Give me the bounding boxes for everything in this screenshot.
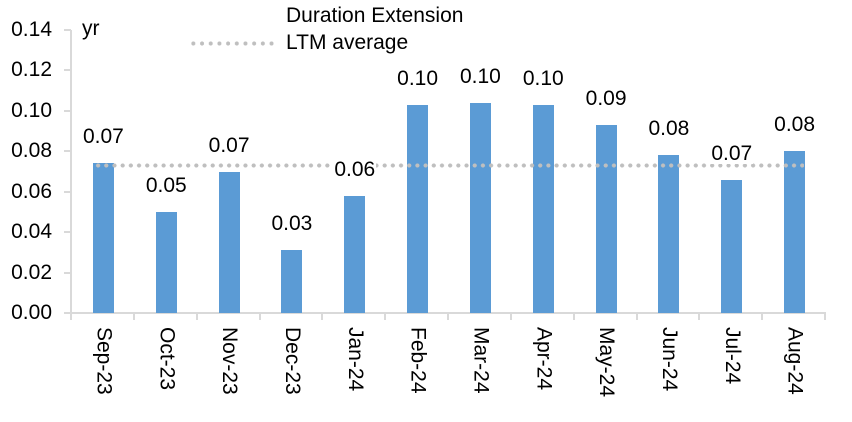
data-label-feb-24: 0.10 <box>386 66 450 90</box>
data-label-jun-24: 0.08 <box>637 118 701 140</box>
data-label-jul-24: 0.07 <box>700 141 764 165</box>
data-label-text: 0.03 <box>270 212 314 236</box>
x-tick <box>195 313 198 320</box>
y-tick-label: 0.06 <box>11 179 52 203</box>
y-tick <box>64 29 71 31</box>
x-tick-label-nov-23: Nov-23 <box>218 327 242 395</box>
data-label-text: 0.10 <box>521 66 565 90</box>
bar-jul-24 <box>721 179 743 313</box>
data-label-text: 0.08 <box>773 113 817 137</box>
data-label-aug-24: 0.08 <box>763 114 827 136</box>
data-label-text: 0.07 <box>710 141 754 165</box>
data-label-sep-23: 0.07 <box>71 126 135 148</box>
y-tick-label: 0.14 <box>11 18 52 41</box>
bar-apr-24 <box>532 104 554 313</box>
x-tick <box>132 313 135 320</box>
x-tick-label-may-24: May-24 <box>595 327 619 398</box>
x-tick <box>761 313 764 320</box>
y-tick-label: 0.04 <box>11 220 52 244</box>
x-tick-label-feb-24: Feb-24 <box>406 327 430 394</box>
bar-jan-24 <box>344 195 366 313</box>
data-label-text: 0.07 <box>207 133 251 157</box>
data-label-text: 0.10 <box>396 66 440 90</box>
x-tick <box>384 313 387 320</box>
legend-item-duration-extension: Duration Extension <box>286 4 464 27</box>
data-label-nov-23: 0.07 <box>197 133 261 157</box>
x-tick-label-jul-24: Jul-24 <box>720 327 744 385</box>
y-axis-unit-label: yr <box>82 17 100 40</box>
y-tick <box>64 109 71 112</box>
x-tick <box>509 313 512 320</box>
y-tick-label: 0.02 <box>11 260 52 284</box>
x-tick <box>321 313 324 320</box>
x-tick <box>258 313 261 320</box>
x-tick-label-oct-23: Oct-23 <box>155 327 179 391</box>
x-tick <box>824 313 826 320</box>
x-tick-label-aug-24: Aug-24 <box>783 327 807 395</box>
x-tick-label-sep-23: Sep-23 <box>92 327 116 395</box>
x-tick <box>635 313 638 320</box>
data-label-text: 0.10 <box>458 64 502 88</box>
y-tick-label: 0.10 <box>11 98 52 122</box>
data-label-text: 0.07 <box>81 125 125 149</box>
y-tick <box>64 312 71 314</box>
data-label-oct-23: 0.05 <box>134 173 198 197</box>
ltm-average-line <box>94 163 804 169</box>
bar-may-24 <box>595 125 617 313</box>
x-tick-label-dec-23: Dec-23 <box>280 327 304 395</box>
bar-nov-23 <box>218 171 240 313</box>
data-label-text: 0.08 <box>647 117 691 141</box>
data-label-dec-23: 0.03 <box>260 213 324 235</box>
y-tick <box>64 69 71 72</box>
y-tick <box>64 271 71 274</box>
y-tick-label: 0.00 <box>11 301 52 324</box>
x-tick <box>447 313 449 320</box>
dotted-line-swatch-icon <box>189 41 276 46</box>
data-label-apr-24: 0.10 <box>511 66 575 90</box>
x-tick-label-jan-24: Jan-24 <box>343 327 367 392</box>
data-label-jan-24: 0.06 <box>323 157 387 181</box>
x-tick <box>572 313 575 320</box>
data-label-may-24: 0.09 <box>574 88 638 110</box>
y-tick-label: 0.12 <box>11 58 52 82</box>
x-tick <box>70 313 72 320</box>
legend-item-ltm-average: LTM average <box>286 31 409 54</box>
bar-oct-23 <box>155 211 177 313</box>
x-tick-label-mar-24: Mar-24 <box>469 327 493 394</box>
data-label-text: 0.09 <box>584 87 628 110</box>
y-tick <box>64 231 71 234</box>
data-label-mar-24: 0.10 <box>448 64 512 88</box>
bar-aug-24 <box>784 151 806 313</box>
x-tick-label-apr-24: Apr-24 <box>532 327 556 391</box>
x-tick-label-jun-24: Jun-24 <box>657 327 681 392</box>
y-axis-line <box>70 30 72 313</box>
data-label-text: 0.06 <box>333 157 377 181</box>
bar-dec-23 <box>281 250 303 313</box>
bar-sep-23 <box>92 163 114 313</box>
y-tick <box>64 190 71 193</box>
data-label-text: 0.05 <box>144 173 188 197</box>
y-tick <box>64 150 71 153</box>
y-tick-label: 0.08 <box>11 139 52 163</box>
bar-feb-24 <box>407 104 429 313</box>
x-tick <box>698 313 701 320</box>
bar-mar-24 <box>469 102 491 313</box>
bar-jun-24 <box>658 155 680 313</box>
